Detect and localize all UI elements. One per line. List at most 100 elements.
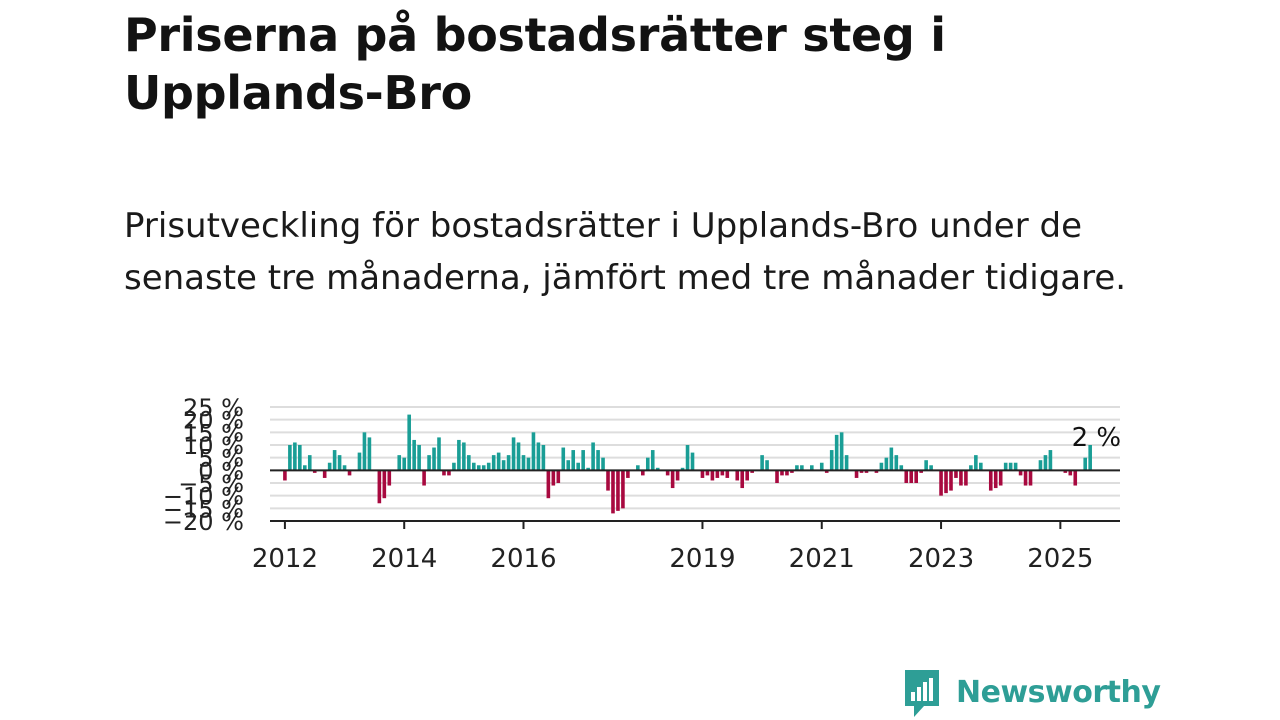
bar	[641, 470, 645, 476]
bar	[491, 455, 496, 471]
bar	[914, 470, 918, 483]
bar	[293, 442, 297, 471]
bar	[680, 467, 685, 471]
bar	[665, 470, 670, 476]
bar	[288, 445, 292, 471]
bar	[516, 442, 521, 471]
bar	[745, 470, 749, 481]
bar	[775, 470, 779, 483]
bar	[636, 465, 640, 471]
bar	[839, 432, 844, 471]
y-tick-label: −10 %	[163, 483, 244, 511]
bar	[347, 470, 352, 476]
bar	[511, 437, 516, 471]
bar	[586, 467, 590, 471]
bar	[581, 450, 585, 471]
bar	[725, 470, 730, 478]
bar	[790, 470, 794, 473]
x-tick-label: 2016	[490, 544, 556, 574]
y-tick-label: 20 %	[183, 407, 244, 435]
bar	[949, 470, 953, 491]
bar	[854, 470, 859, 478]
bar	[551, 470, 556, 486]
bar	[988, 470, 993, 491]
bar	[969, 465, 973, 471]
bar	[785, 470, 789, 476]
bar	[531, 432, 536, 471]
bar	[561, 447, 566, 471]
bar	[472, 462, 476, 471]
bar	[357, 452, 362, 471]
bar	[283, 470, 287, 481]
bar	[1023, 470, 1028, 486]
bar	[467, 455, 471, 471]
bar	[1088, 445, 1092, 471]
y-tick-label: −5 %	[178, 470, 244, 498]
bar	[675, 470, 680, 481]
bar	[993, 470, 998, 489]
bar	[1083, 457, 1088, 471]
bar	[302, 465, 307, 471]
x-tick-label: 2023	[908, 544, 974, 574]
bar	[645, 457, 650, 471]
bar	[496, 452, 501, 471]
y-tick-label: 0 %	[198, 457, 244, 485]
brand-name: Newsworthy	[956, 674, 1161, 710]
bar	[571, 450, 576, 471]
bar	[417, 445, 421, 471]
bar	[506, 455, 511, 471]
bar	[685, 445, 690, 471]
bar	[566, 460, 571, 471]
bar	[432, 447, 436, 471]
bar	[576, 462, 580, 471]
bar	[864, 470, 869, 473]
bar	[750, 470, 754, 473]
page-title: Priserna på bostadsrätter steg i Uppland…	[124, 8, 946, 120]
bar	[412, 439, 416, 471]
bar	[740, 470, 745, 489]
bar	[795, 465, 799, 471]
bar	[332, 450, 337, 471]
bar	[387, 470, 392, 486]
bar	[1013, 462, 1018, 471]
chart-subtitle: Prisutveckling för bostadsrätter i Uppla…	[124, 206, 1127, 298]
bar	[964, 470, 968, 486]
bar	[889, 447, 894, 471]
bar	[819, 462, 824, 471]
bar	[1003, 462, 1008, 471]
bar	[462, 442, 466, 471]
bar	[894, 455, 899, 471]
y-tick-label: −15 %	[163, 495, 244, 523]
bar	[521, 455, 526, 471]
latest-value-annotation: 2 %	[1072, 423, 1122, 453]
bar	[924, 460, 928, 471]
bar	[367, 437, 372, 471]
bar	[884, 457, 889, 471]
bar	[298, 445, 302, 471]
brand-logo[interactable]: Newsworthy	[902, 666, 1161, 718]
bar	[899, 465, 904, 471]
bar	[1028, 470, 1033, 486]
bar	[735, 470, 740, 481]
y-tick-label: 10 %	[183, 432, 244, 460]
bar	[322, 470, 327, 478]
bar	[327, 462, 332, 471]
bar	[377, 470, 382, 504]
bar	[1073, 470, 1078, 486]
bar	[655, 467, 660, 471]
bar	[715, 470, 720, 478]
y-tick-label: 5 %	[198, 445, 244, 473]
bar	[611, 470, 615, 514]
bar	[944, 470, 948, 494]
y-tick-label: −20 %	[163, 508, 244, 536]
bar	[834, 434, 839, 471]
bar	[556, 470, 561, 483]
y-tick-label: 25 %	[183, 394, 244, 422]
bar	[616, 470, 620, 511]
bar	[501, 460, 506, 471]
bar	[650, 450, 655, 471]
bar	[919, 470, 923, 473]
bar	[621, 470, 625, 509]
bar	[481, 465, 486, 471]
bar	[337, 455, 342, 471]
